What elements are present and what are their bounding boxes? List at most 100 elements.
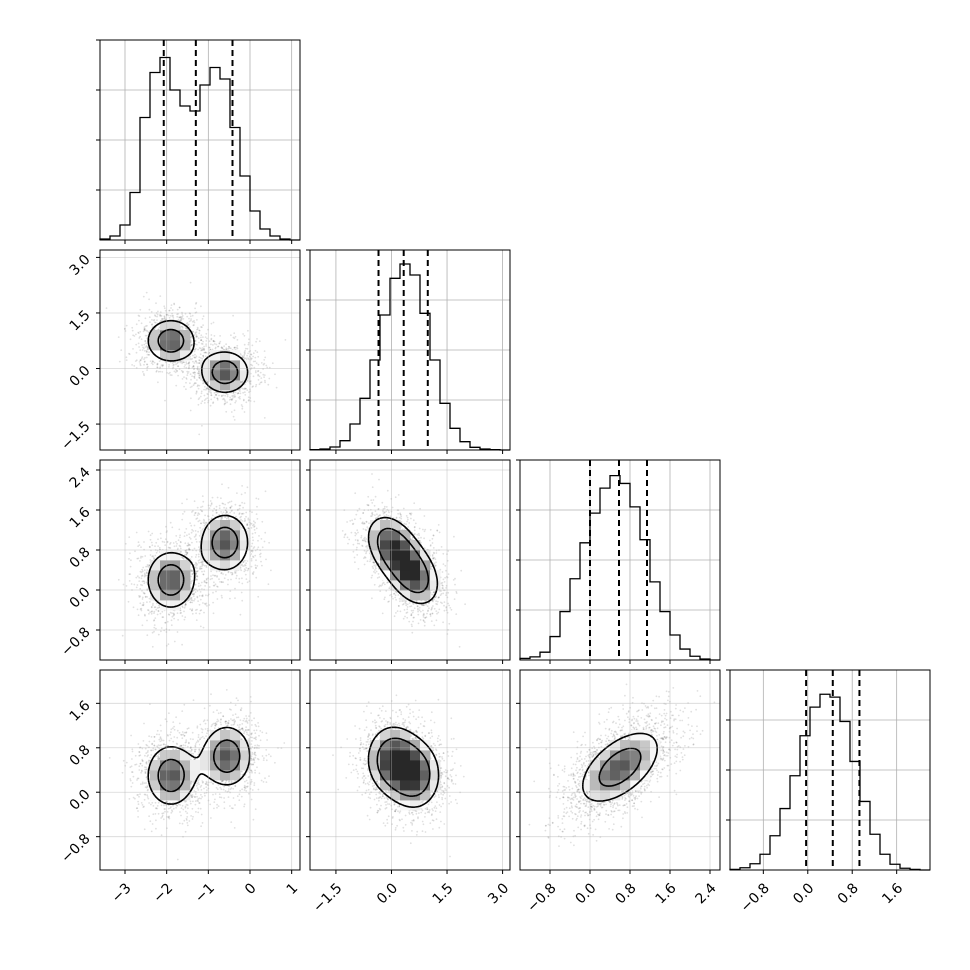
scatter-point <box>137 314 140 317</box>
scatter-point <box>151 645 154 648</box>
scatter-point <box>227 583 229 586</box>
scatter-point <box>229 347 232 350</box>
scatter-point <box>236 344 239 347</box>
scatter-point <box>171 526 174 529</box>
scatter-point <box>195 553 198 556</box>
scatter-point <box>133 365 136 367</box>
scatter-point <box>240 404 243 406</box>
scatter-point <box>247 399 250 402</box>
scatter-point <box>196 326 199 329</box>
scatter-point <box>185 603 187 606</box>
scatter-point <box>250 559 253 562</box>
scatter-point <box>179 541 182 543</box>
scatter-point <box>183 361 185 364</box>
scatter-point <box>227 578 230 581</box>
scatter-point <box>178 536 181 539</box>
scatter-point <box>144 328 146 330</box>
scatter-point <box>381 501 384 504</box>
scatter-point <box>176 369 178 372</box>
scatter-point <box>243 353 246 356</box>
scatter-point <box>194 511 197 514</box>
scatter-point <box>145 342 147 345</box>
scatter-point <box>257 539 259 542</box>
scatter-point <box>146 346 149 349</box>
scatter-point <box>188 326 191 328</box>
scatter-point <box>185 362 188 365</box>
scatter-point <box>248 391 250 393</box>
density-bin <box>170 330 181 341</box>
scatter-point <box>200 522 203 525</box>
scatter-point <box>215 570 218 573</box>
scatter-point <box>196 372 199 375</box>
scatter-point <box>143 580 146 583</box>
scatter-point <box>254 385 257 388</box>
scatter-point <box>145 571 148 574</box>
scatter-point <box>198 329 201 332</box>
scatter-point <box>193 371 196 374</box>
scatter-point <box>169 541 172 544</box>
scatter-point <box>198 374 201 377</box>
scatter-point <box>191 366 194 369</box>
scatter-point <box>140 555 142 558</box>
scatter-point <box>250 522 253 525</box>
density-bin <box>210 380 221 391</box>
scatter-point <box>188 547 191 550</box>
scatter-point <box>181 361 184 364</box>
scatter-point <box>429 613 432 616</box>
scatter-point <box>254 349 257 352</box>
scatter-point <box>203 581 206 583</box>
scatter-point <box>143 572 146 575</box>
scatter-point <box>242 561 245 564</box>
scatter-point <box>161 318 164 321</box>
scatter-point <box>193 500 196 503</box>
scatter-point <box>364 540 366 542</box>
scatter-point <box>220 581 223 584</box>
scatter-point <box>242 565 245 567</box>
scatter-point <box>137 541 140 544</box>
scatter-point <box>245 401 248 404</box>
scatter-point <box>173 303 176 306</box>
scatter-point <box>151 324 153 326</box>
scatter-point <box>205 343 208 346</box>
scatter-point <box>221 596 223 599</box>
scatter-point <box>397 594 400 596</box>
scatter-point <box>241 582 244 585</box>
scatter-point <box>244 564 246 566</box>
scatter-point <box>197 398 200 401</box>
scatter-point <box>265 364 268 367</box>
density-bin <box>170 350 181 361</box>
scatter-point <box>150 541 153 544</box>
scatter-point <box>230 334 232 337</box>
scatter-point <box>140 557 142 559</box>
scatter-point <box>200 305 202 308</box>
density-bin <box>160 590 171 601</box>
scatter-point <box>196 517 199 520</box>
scatter-point <box>220 594 223 597</box>
scatter-point <box>227 513 230 516</box>
scatter-point <box>192 384 195 387</box>
scatter-point <box>198 347 201 349</box>
scatter-point <box>263 350 266 352</box>
scatter-point <box>154 314 156 317</box>
density-bin <box>180 350 191 361</box>
scatter-point <box>386 581 388 584</box>
scatter-point <box>130 559 132 562</box>
scatter-point <box>184 326 187 329</box>
scatter-point <box>181 325 184 328</box>
scatter-point <box>203 520 206 522</box>
scatter-point <box>199 591 202 593</box>
scatter-point <box>246 560 249 562</box>
scatter-point <box>178 360 181 363</box>
scatter-point <box>200 349 203 352</box>
scatter-point <box>247 396 250 399</box>
scatter-point <box>228 345 230 348</box>
scatter-point <box>232 415 235 418</box>
scatter-point <box>210 398 213 401</box>
scatter-point <box>147 331 150 334</box>
scatter-point <box>203 351 206 354</box>
scatter-point <box>197 585 200 587</box>
scatter-point <box>180 315 182 318</box>
scatter-point <box>230 411 233 413</box>
scatter-point <box>180 318 183 321</box>
scatter-point <box>188 317 190 320</box>
